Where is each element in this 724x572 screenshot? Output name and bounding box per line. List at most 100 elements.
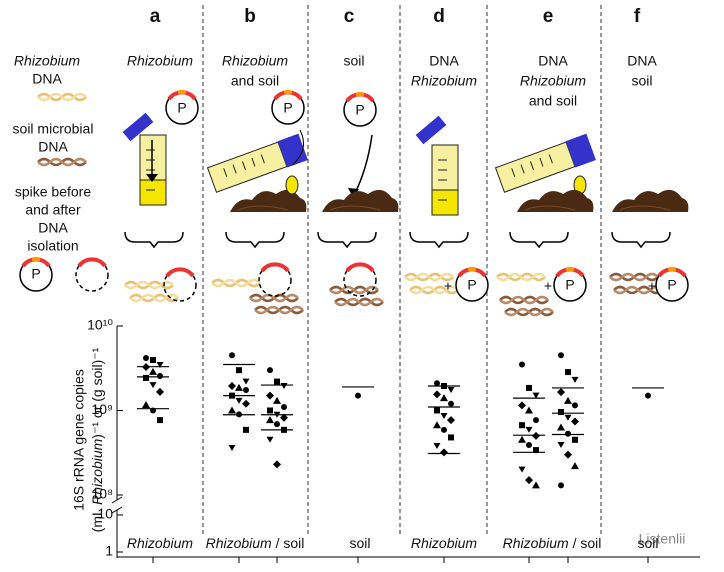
y-axis-label-part: )⁻¹ or (g soil)⁻¹ (89, 347, 105, 438)
data-point (434, 380, 440, 387)
data-point (533, 447, 539, 454)
data-point (526, 442, 532, 449)
data-point (525, 476, 533, 485)
panel-title: soil (343, 53, 364, 69)
data-point (281, 404, 287, 411)
y-axis-label: 16S rRNA gene copies (71, 369, 87, 511)
data-point (518, 401, 526, 410)
data-point (447, 386, 455, 393)
panel-title: and soil (529, 93, 577, 109)
legend-text: DNA (38, 139, 68, 155)
data-point (273, 460, 281, 469)
panel-title: DNA (627, 53, 657, 69)
watermark: Listenlii (639, 531, 686, 547)
data-point (149, 367, 157, 375)
legend-text: isolation (27, 238, 78, 254)
data-point (142, 401, 150, 409)
data-point (273, 396, 281, 404)
data-point (280, 382, 288, 389)
data-point (150, 356, 156, 363)
data-point (433, 390, 441, 399)
data-point (571, 376, 579, 383)
x-category-part: / soil (573, 535, 602, 551)
data-point (440, 394, 448, 402)
legend-text: and after (25, 202, 81, 218)
x-category-label: Rhizobium / soil (503, 535, 602, 551)
data-point (532, 431, 540, 440)
data-point (558, 352, 564, 359)
data-point (142, 363, 150, 372)
axis-break (111, 496, 123, 514)
data-point (533, 417, 539, 424)
plasmid-label: P (355, 102, 364, 118)
panel-title: and soil (231, 73, 279, 89)
x-category-label: Rhizobium (411, 535, 477, 551)
data-point (572, 436, 578, 443)
plus: + (648, 278, 656, 294)
data-point (518, 435, 526, 443)
data-point (229, 352, 235, 359)
data-point (157, 373, 163, 380)
data-point (526, 384, 532, 391)
data-point (433, 421, 441, 429)
data-point (519, 361, 525, 368)
data-point (532, 392, 540, 399)
icons (18, 89, 690, 317)
data-point (280, 413, 288, 422)
legend-text: DNA (38, 220, 68, 236)
data-point (274, 421, 280, 428)
legend-text: spike before (15, 184, 91, 200)
dividers (202, 5, 602, 535)
data-point (156, 387, 164, 396)
panel-title: Rhizobium (127, 53, 193, 69)
data-point (558, 408, 564, 415)
plasmid-label: P (467, 277, 476, 293)
data-point (433, 443, 441, 450)
x-category-part: soil (349, 535, 370, 551)
labels: P P P P P P P + + + Listenlii (31, 100, 685, 547)
x-category-part: / soil (276, 535, 305, 551)
data-point (235, 397, 243, 404)
data-point (447, 416, 455, 425)
y-tick-label: 1 (105, 543, 113, 559)
plasmid-label: P (565, 277, 574, 293)
data-point (565, 369, 571, 376)
y-tick-label: 10⁸ (92, 486, 114, 502)
data-point (266, 416, 274, 424)
data-point (441, 382, 447, 389)
data-point (267, 367, 273, 374)
panel-letter: c (344, 6, 355, 27)
data-point (143, 355, 149, 362)
data-point (228, 444, 236, 451)
panel-letter: a (150, 6, 161, 27)
data-point (243, 426, 249, 433)
data-point (441, 426, 447, 433)
data-point (143, 374, 149, 381)
x-category-part: Rhizobium (127, 535, 193, 551)
data-point (571, 417, 579, 426)
data-point (571, 462, 579, 470)
legend-text: DNA (32, 71, 62, 87)
panel-title: DNA (538, 53, 568, 69)
data-point (564, 414, 572, 421)
data-point (557, 423, 565, 431)
data-point (519, 422, 525, 429)
data-point (557, 442, 565, 449)
data-point (440, 448, 448, 457)
data-point (266, 436, 274, 443)
plasmid-label: P (177, 100, 186, 116)
data-point (157, 417, 163, 424)
y-axis-label-part: (mL (89, 505, 105, 532)
data-point (572, 402, 578, 409)
x-category-label: Rhizobium / soil (206, 535, 305, 551)
data-point (448, 400, 454, 407)
panel-title: Rhizobium (222, 53, 288, 69)
y-tick-label: 10¹⁰ (87, 317, 113, 333)
x-category-label: soil (637, 535, 658, 551)
data-point (228, 406, 236, 414)
plasmid-label: P (283, 100, 292, 116)
legend-text: Rhizobium (14, 53, 80, 69)
y-tick-label: 10 (97, 506, 113, 522)
data-point (448, 434, 454, 441)
data-point (149, 382, 157, 389)
